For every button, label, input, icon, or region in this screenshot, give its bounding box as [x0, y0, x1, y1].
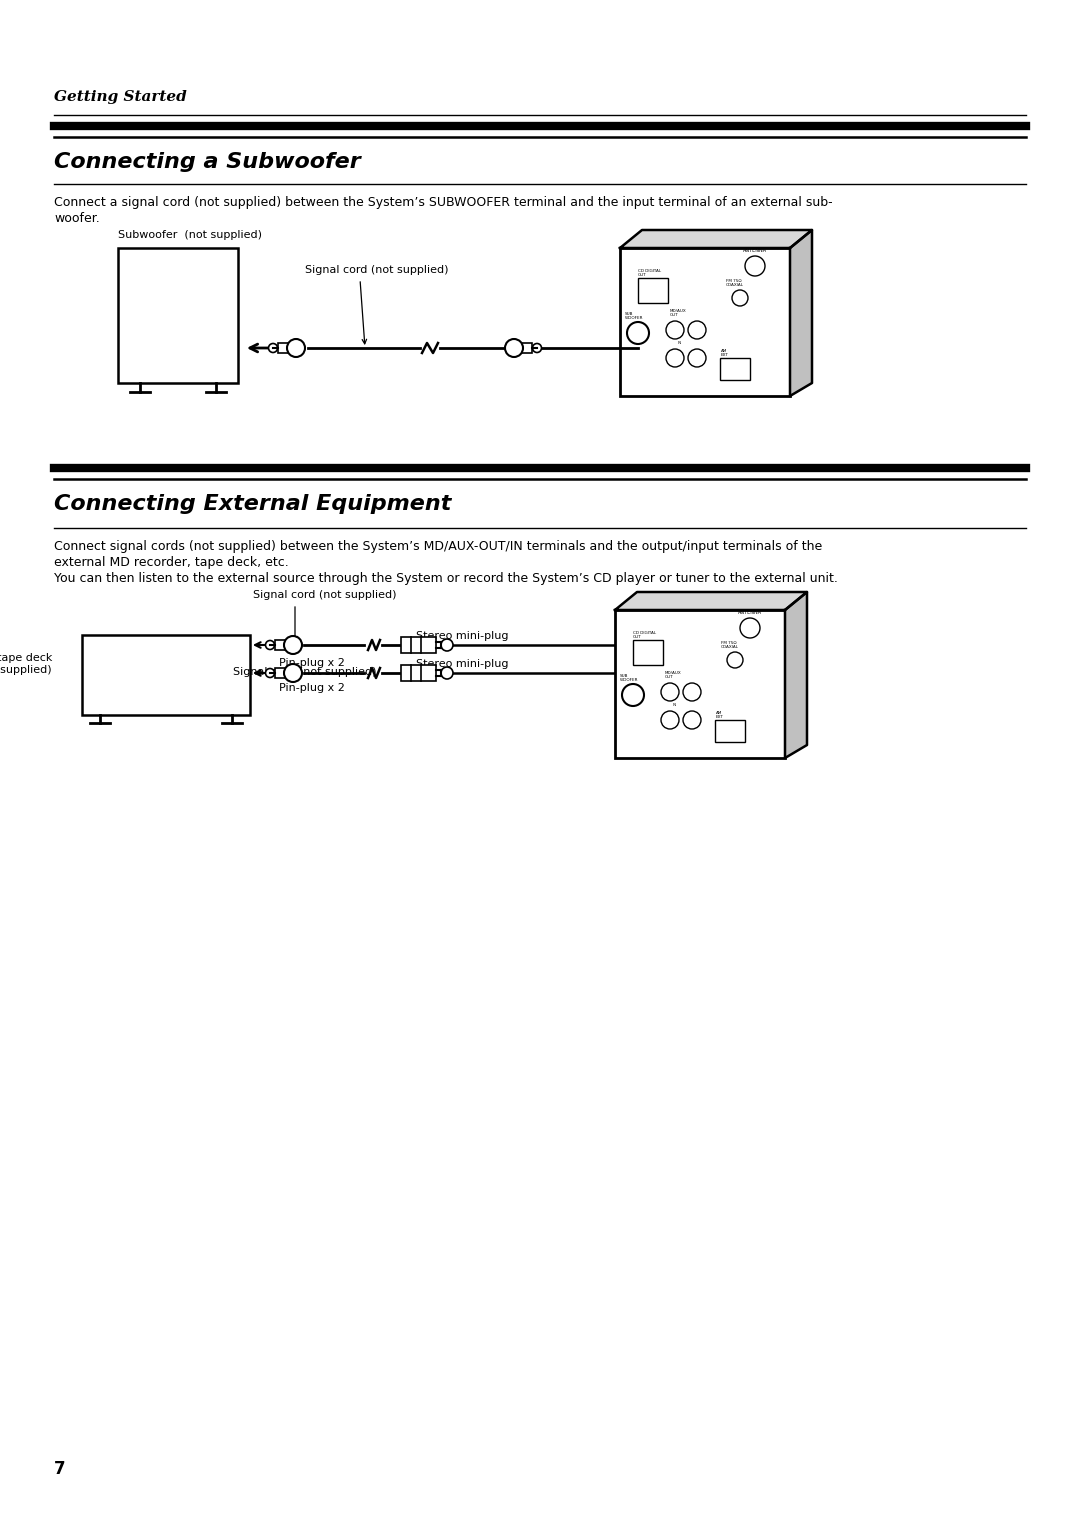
Bar [118, 248, 238, 384]
Bar [638, 278, 669, 303]
Text: Pin-plug x 2: Pin-plug x 2 [279, 683, 345, 694]
Text: IN: IN [678, 341, 683, 345]
Text: 7: 7 [54, 1459, 66, 1478]
Text: SUB
WOOFER: SUB WOOFER [625, 312, 644, 319]
Text: ANTENNA: ANTENNA [738, 610, 762, 614]
Bar [514, 342, 532, 353]
Polygon shape [615, 591, 807, 610]
Bar [620, 248, 789, 396]
Text: ANTENNA: ANTENNA [743, 248, 767, 254]
Text: MD/AUX
OUT: MD/AUX OUT [670, 309, 687, 316]
Bar [401, 637, 436, 652]
Text: CD DIGITAL
OUT: CD DIGITAL OUT [633, 631, 657, 639]
Circle shape [666, 321, 684, 339]
Polygon shape [789, 231, 812, 396]
Text: FM 75Ω
COAXIAL: FM 75Ω COAXIAL [726, 278, 744, 287]
Bar [278, 342, 296, 353]
Circle shape [505, 339, 523, 358]
Text: Signal cord (not supplied): Signal cord (not supplied) [233, 668, 377, 677]
Text: Connect signal cords (not supplied) between the System’s MD/AUX-OUT/IN terminals: Connect signal cords (not supplied) betw… [54, 539, 822, 553]
Bar [715, 720, 745, 743]
Text: Connect a signal cord (not supplied) between the System’s SUBWOOFER terminal and: Connect a signal cord (not supplied) bet… [54, 196, 833, 209]
Text: MD/AUX
OUT: MD/AUX OUT [665, 671, 681, 678]
Text: Pin-plug x 2: Pin-plug x 2 [279, 659, 345, 668]
Text: woofer.: woofer. [54, 212, 99, 225]
Text: Signal cord (not supplied): Signal cord (not supplied) [305, 264, 448, 275]
Circle shape [661, 683, 679, 701]
Text: MD recorder or tape deck
(not supplied): MD recorder or tape deck (not supplied) [0, 652, 52, 674]
Circle shape [732, 290, 748, 306]
Circle shape [666, 348, 684, 367]
Circle shape [622, 685, 644, 706]
Text: Stereo mini-plug: Stereo mini-plug [416, 631, 509, 642]
Circle shape [284, 665, 302, 681]
Text: Getting Started: Getting Started [54, 90, 187, 104]
Polygon shape [785, 591, 807, 758]
Bar [82, 636, 249, 715]
Circle shape [441, 668, 453, 678]
Bar [275, 640, 293, 649]
Circle shape [269, 344, 278, 353]
Circle shape [266, 669, 274, 677]
Circle shape [284, 636, 302, 654]
Bar [401, 665, 436, 681]
Text: Stereo mini-plug: Stereo mini-plug [416, 659, 509, 669]
Bar [275, 668, 293, 678]
Circle shape [688, 348, 706, 367]
Circle shape [745, 257, 765, 277]
Text: AM
EXT: AM EXT [721, 348, 729, 358]
Bar [615, 610, 785, 758]
Text: AM
EXT: AM EXT [716, 711, 724, 720]
Text: IN: IN [673, 703, 677, 707]
Bar [720, 358, 750, 380]
Circle shape [683, 711, 701, 729]
Bar [633, 640, 663, 665]
Text: You can then listen to the external source through the System or record the Syst: You can then listen to the external sour… [54, 571, 838, 585]
Circle shape [287, 339, 305, 358]
Circle shape [441, 639, 453, 651]
Text: SUB
WOOFER: SUB WOOFER [620, 674, 638, 681]
Circle shape [661, 711, 679, 729]
Circle shape [627, 322, 649, 344]
Text: FM 75Ω
COAXIAL: FM 75Ω COAXIAL [721, 640, 739, 649]
Circle shape [683, 683, 701, 701]
Polygon shape [620, 231, 812, 248]
Text: CD DIGITAL
OUT: CD DIGITAL OUT [638, 269, 661, 277]
Text: Subwoofer  (not supplied): Subwoofer (not supplied) [118, 231, 262, 240]
Circle shape [532, 344, 541, 353]
Circle shape [266, 640, 274, 649]
Text: Connecting a Subwoofer: Connecting a Subwoofer [54, 151, 361, 173]
Circle shape [688, 321, 706, 339]
Circle shape [727, 652, 743, 668]
Text: external MD recorder, tape deck, etc.: external MD recorder, tape deck, etc. [54, 556, 288, 568]
Circle shape [740, 617, 760, 639]
Text: Connecting External Equipment: Connecting External Equipment [54, 494, 451, 513]
Text: Signal cord (not supplied): Signal cord (not supplied) [253, 590, 396, 601]
